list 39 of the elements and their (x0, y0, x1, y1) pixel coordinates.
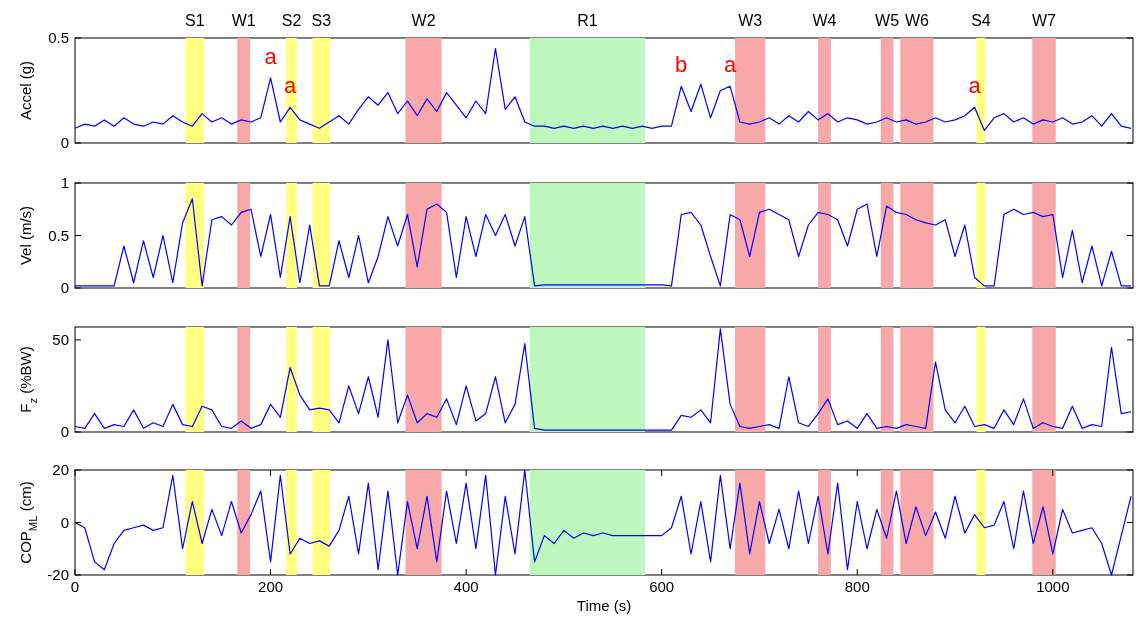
y-tick-label: 0 (60, 134, 69, 152)
x-tick-label: 400 (453, 578, 479, 595)
annotation: a (284, 73, 297, 99)
y-axis-title: Vel (m/s) (17, 205, 34, 266)
annotation: a (968, 73, 982, 99)
line-series (75, 469, 1132, 576)
band-label: W4 (812, 12, 837, 29)
line-series (75, 47, 1132, 131)
band-label: S2 (281, 12, 302, 29)
y-tick-label: 0 (60, 423, 69, 441)
band-label: S1 (184, 12, 205, 29)
band-label: R1 (577, 12, 598, 29)
x-tick-label: 800 (844, 578, 870, 595)
y-tick-label: 20 (52, 461, 69, 479)
band-label: W1 (231, 12, 256, 29)
x-tick-label: 1000 (1036, 578, 1070, 595)
band-label: W2 (411, 12, 436, 29)
band-label: S3 (311, 12, 332, 29)
y-axis-title: Accel (g) (17, 60, 34, 121)
y-tick-label: 50 (52, 331, 69, 349)
line-series (75, 198, 1132, 287)
x-tick-label: 200 (258, 578, 284, 595)
y-tick-label: 0.5 (48, 226, 69, 244)
line-series (75, 328, 1132, 431)
x-axis-title: Time (s) (576, 597, 632, 614)
y-tick-label: 1 (60, 174, 69, 192)
y-tick-label: 0 (60, 279, 69, 297)
x-tick-label: 600 (649, 578, 675, 595)
annotation: b (675, 52, 688, 78)
y-tick-label: 0.5 (48, 29, 69, 47)
y-tick-label: 0 (60, 513, 69, 531)
band-label: W3 (738, 12, 763, 29)
band-label: W7 (1032, 12, 1057, 29)
y-tick-label: -20 (47, 566, 69, 584)
annotation: a (264, 43, 278, 69)
band-label: W6 (904, 12, 929, 29)
band-label: W5 (875, 12, 900, 29)
annotation: a (724, 52, 738, 78)
band-label: S4 (971, 12, 991, 29)
